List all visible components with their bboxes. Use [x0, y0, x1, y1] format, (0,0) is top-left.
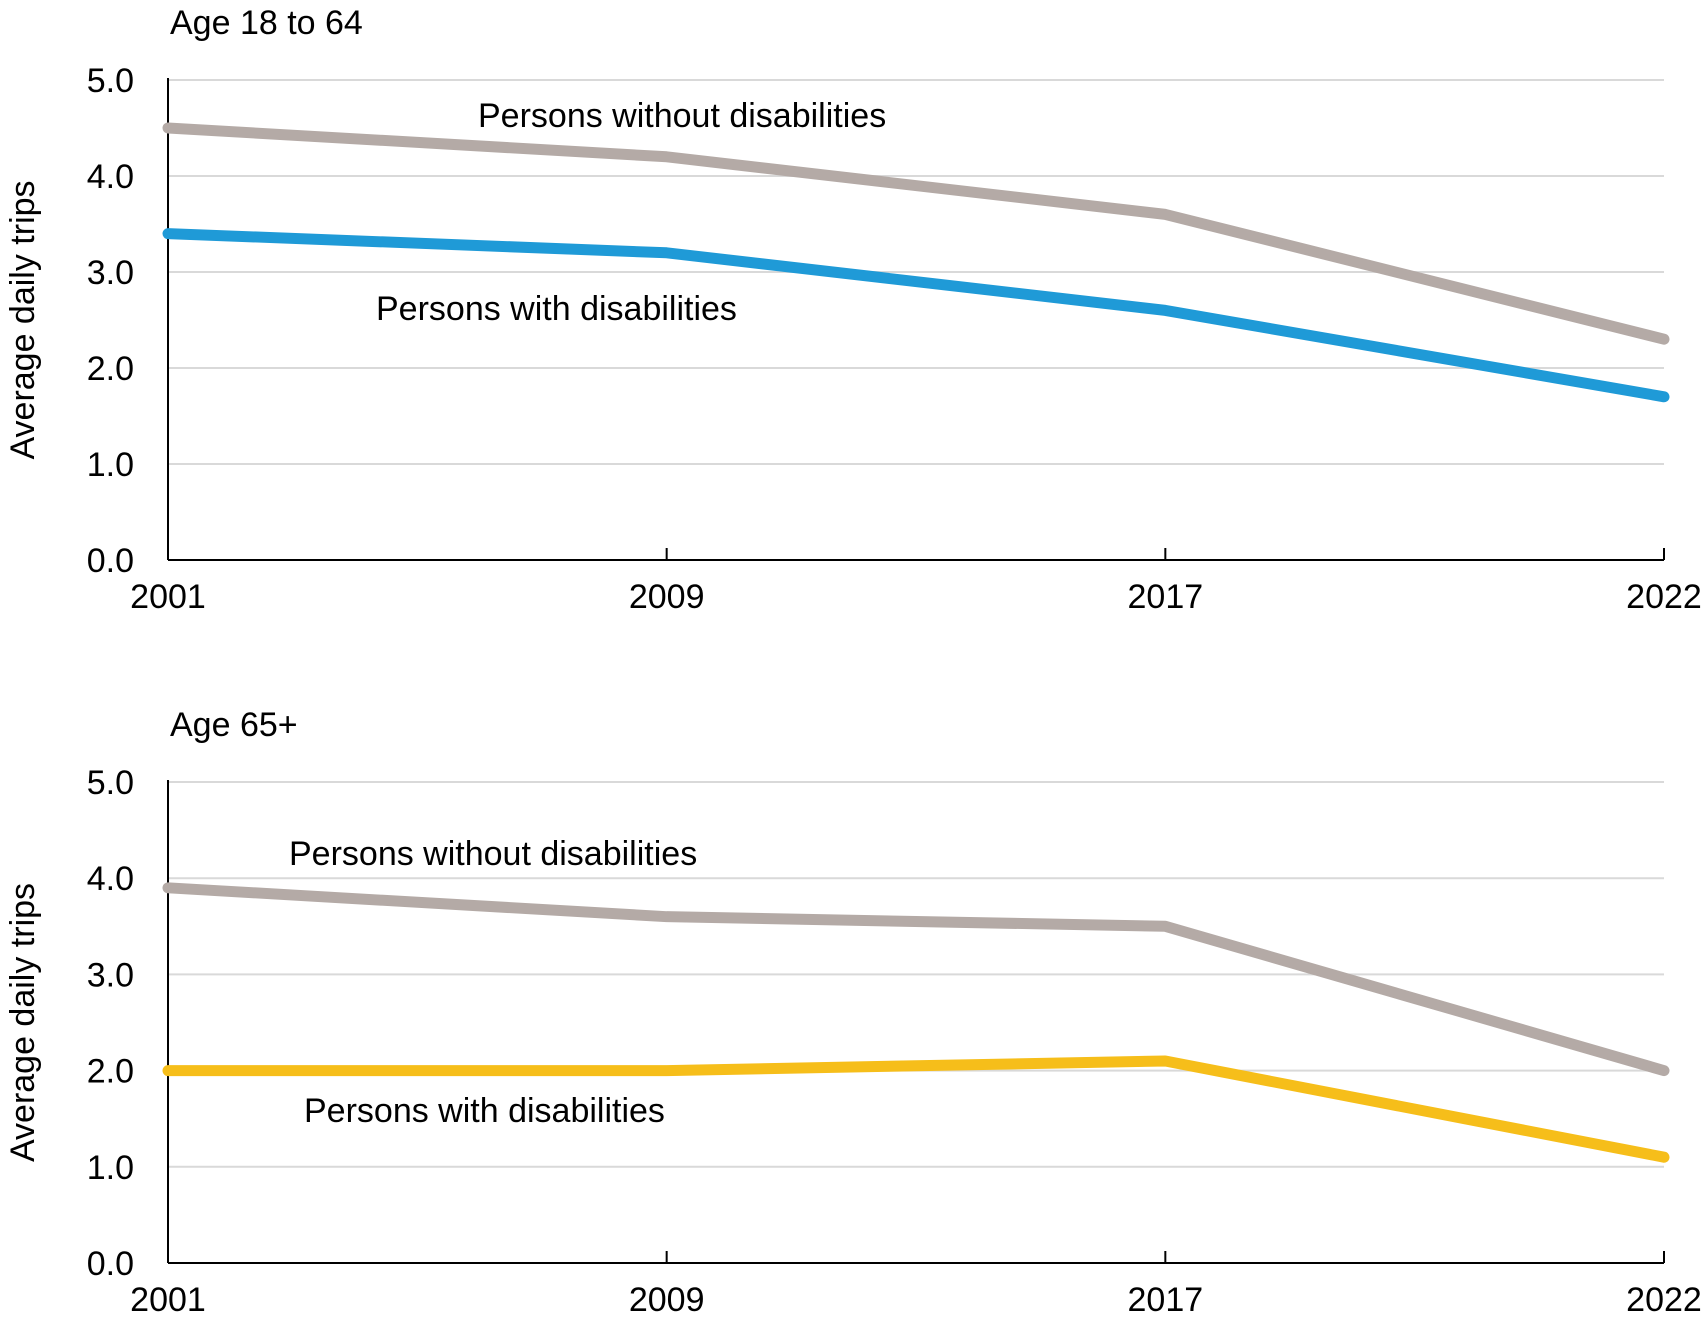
y-tick-label: 1.0 — [87, 446, 134, 484]
y-tick-label: 1.0 — [87, 1149, 134, 1187]
series-line-without-disabilities — [162, 122, 1670, 345]
y-tick-label: 4.0 — [87, 158, 134, 196]
x-tick-label: 2001 — [130, 1281, 206, 1319]
x-tick-label: 2022 — [1626, 578, 1702, 616]
series-line-with-disabilities — [162, 1055, 1670, 1163]
series-label: Persons without disabilities — [289, 835, 697, 873]
y-tick-label: 3.0 — [87, 956, 134, 994]
x-tick-label: 2017 — [1128, 1281, 1204, 1319]
y-tick-label: 5.0 — [87, 62, 134, 100]
chart-title: Age 18 to 64 — [170, 4, 363, 42]
series-label: Persons with disabilities — [376, 290, 737, 328]
x-tick-label: 2009 — [629, 1281, 705, 1319]
y-tick-label: 3.0 — [87, 254, 134, 292]
y-tick-label: 0.0 — [87, 1245, 134, 1283]
x-tick-label: 2001 — [130, 578, 206, 616]
y-axis-label: Average daily trips — [4, 180, 42, 459]
y-tick-label: 2.0 — [87, 1053, 134, 1091]
series-line-with-disabilities — [162, 228, 1670, 403]
series-label: Persons with disabilities — [304, 1092, 665, 1130]
x-tick-label: 2022 — [1626, 1281, 1702, 1319]
y-tick-label: 5.0 — [87, 764, 134, 802]
y-tick-label: 0.0 — [87, 542, 134, 580]
y-tick-label: 4.0 — [87, 860, 134, 898]
y-axis-label: Average daily trips — [4, 883, 42, 1162]
chart-panel-1: Age 18 to 64 0.0 1.0 2.0 3.0 4.0 5.0 2001 2009 20… — [4, 4, 1702, 616]
x-tick-label: 2009 — [629, 578, 705, 616]
x-tick-label: 2017 — [1128, 578, 1204, 616]
y-tick-label: 2.0 — [87, 350, 134, 388]
chart-panel-2: Age 65+ 0.0 1.0 2.0 3.0 4.0 5.0 2001 2009 2017 202… — [4, 706, 1702, 1319]
chart-title: Age 65+ — [170, 706, 298, 744]
series-label: Persons without disabilities — [478, 97, 886, 135]
series-line-without-disabilities — [162, 882, 1670, 1077]
